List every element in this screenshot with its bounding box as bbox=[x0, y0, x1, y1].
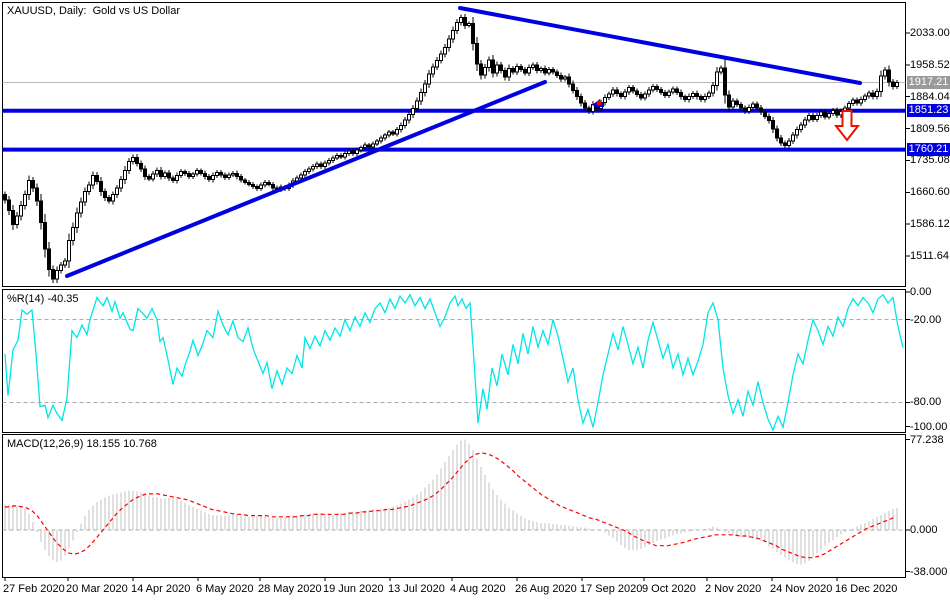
macd-axis-label: -38.000 bbox=[910, 565, 948, 578]
main-panel-border bbox=[2, 2, 906, 287]
date-axis-label: 19 Jun 2020 bbox=[323, 583, 384, 595]
support-line1-price-badge[interactable]: 1851.23 bbox=[907, 104, 950, 118]
date-axis-label: 17 Sep 2020 bbox=[580, 583, 643, 595]
date-axis-label: 14 Apr 2020 bbox=[131, 583, 191, 595]
price-axis-label: 2033.00 bbox=[910, 27, 950, 39]
macd-axis-label: 0.000 bbox=[910, 524, 938, 536]
date-axis-label: 4 Aug 2020 bbox=[450, 583, 506, 595]
red-down-arrow-annotation[interactable] bbox=[833, 110, 861, 142]
date-axis-label: 6 May 2020 bbox=[196, 583, 254, 595]
wpr-panel-border bbox=[2, 289, 906, 433]
price-axis-label: 1660.60 bbox=[910, 186, 950, 199]
price-axis-label: 1884.04 bbox=[910, 90, 950, 103]
wpr-axis-label: -100.00 bbox=[910, 420, 948, 433]
current-price-badge: 1917.21 bbox=[907, 76, 950, 90]
date-axis-label: 24 Nov 2020 bbox=[770, 583, 833, 595]
price-axis-label: 1735.08 bbox=[910, 154, 950, 167]
date-axis-label: 28 May 2020 bbox=[258, 583, 322, 595]
trade-marker-dot-icon bbox=[596, 100, 602, 106]
date-axis-label: 2 Nov 2020 bbox=[705, 583, 762, 595]
macd-indicator-label: MACD(12,26,9) 18.155 10.768 bbox=[7, 438, 157, 450]
price-axis-label: 1958.52 bbox=[910, 58, 950, 71]
date-axis-label: 26 Aug 2020 bbox=[515, 583, 577, 595]
price-axis-label: 1586.12 bbox=[910, 218, 950, 231]
date-axis-label: 16 Dec 2020 bbox=[835, 583, 898, 595]
macd-signal-line bbox=[4, 452, 896, 559]
descending-trendline[interactable] bbox=[458, 6, 862, 85]
date-axis-label: 13 Jul 2020 bbox=[388, 583, 445, 595]
price-axis-label: 1511.64 bbox=[910, 249, 949, 262]
macd-histogram bbox=[4, 439, 898, 565]
macd-axis-label: 77.238 bbox=[910, 433, 944, 446]
wpr-axis-label: -20.00 bbox=[910, 313, 942, 326]
date-axis-label: 20 Mar 2020 bbox=[66, 583, 128, 595]
ascending-trendline[interactable] bbox=[65, 80, 547, 278]
macd-panel-border bbox=[2, 434, 906, 578]
wpr-axis-label: 0.00 bbox=[910, 286, 932, 298]
price-axis-label: 1809.56 bbox=[910, 122, 950, 135]
chart-title: XAUUSD, Daily: Gold vs US Dollar bbox=[7, 5, 180, 17]
wpr-line bbox=[4, 293, 904, 432]
wpr-indicator-label: %R(14) -40.35 bbox=[7, 293, 79, 305]
wpr-axis-label: -80.00 bbox=[910, 396, 942, 409]
date-axis-label: 9 Oct 2020 bbox=[642, 583, 696, 595]
date-axis-label: 27 Feb 2020 bbox=[3, 583, 65, 595]
support-line2-price-badge[interactable]: 1760.21 bbox=[907, 143, 950, 157]
